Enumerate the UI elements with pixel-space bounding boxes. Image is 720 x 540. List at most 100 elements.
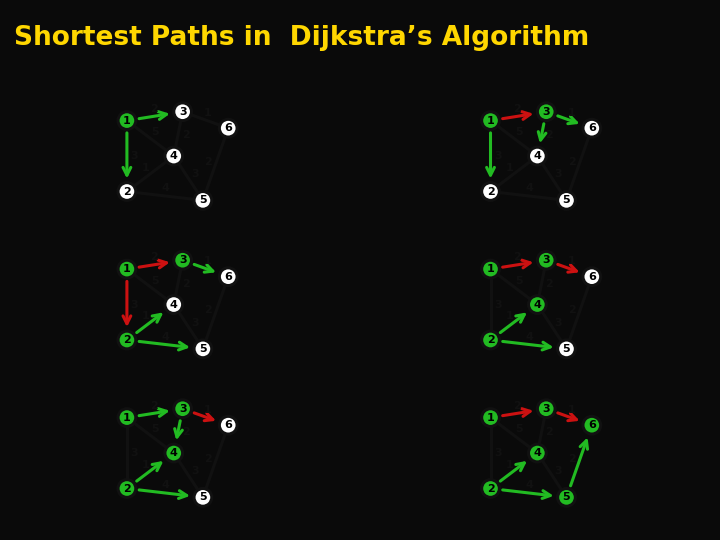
Text: 2: 2 (545, 279, 553, 289)
Text: 1: 1 (123, 116, 131, 126)
Text: 4: 4 (534, 300, 541, 309)
Text: 1: 1 (487, 413, 495, 423)
Text: 3: 3 (131, 300, 138, 309)
Text: 3: 3 (131, 151, 138, 161)
Text: 4: 4 (534, 448, 541, 458)
Text: 1: 1 (568, 405, 575, 415)
Text: 3: 3 (191, 169, 199, 179)
Circle shape (528, 147, 546, 165)
Circle shape (174, 103, 192, 120)
Text: 2: 2 (150, 252, 158, 262)
Text: 2: 2 (204, 305, 212, 315)
Circle shape (482, 183, 500, 200)
Text: 1: 1 (142, 460, 150, 470)
Text: 1: 1 (204, 256, 212, 266)
Circle shape (537, 400, 555, 417)
Text: 1: 1 (123, 413, 131, 423)
Text: 5: 5 (515, 276, 522, 286)
Text: 2: 2 (487, 186, 495, 197)
Text: Shortest Paths in  Dijkstra’s Algorithm: Shortest Paths in Dijkstra’s Algorithm (14, 25, 590, 51)
Text: 2: 2 (123, 186, 131, 197)
Text: 1: 1 (505, 460, 513, 470)
Text: 5: 5 (563, 492, 570, 502)
Text: 6: 6 (588, 123, 595, 133)
Text: 5: 5 (563, 195, 570, 205)
Text: 5: 5 (199, 492, 207, 502)
Circle shape (118, 260, 136, 278)
Text: 3: 3 (179, 404, 186, 414)
Text: 1: 1 (487, 264, 495, 274)
Text: 5: 5 (151, 424, 158, 434)
Text: 5: 5 (151, 127, 158, 137)
Text: 4: 4 (162, 481, 170, 490)
Text: 2: 2 (545, 427, 553, 437)
Text: 3: 3 (542, 404, 550, 414)
Circle shape (194, 192, 212, 209)
Text: 6: 6 (588, 272, 595, 282)
Circle shape (537, 103, 555, 120)
Circle shape (583, 268, 600, 286)
Text: 4: 4 (526, 481, 534, 490)
Text: 4: 4 (534, 151, 541, 161)
Circle shape (583, 416, 600, 434)
Circle shape (482, 331, 500, 349)
Circle shape (482, 260, 500, 278)
Text: 2: 2 (513, 401, 521, 410)
Text: 2: 2 (123, 335, 131, 345)
Text: 3: 3 (554, 466, 562, 476)
Text: 4: 4 (162, 332, 170, 342)
Text: 3: 3 (191, 466, 199, 476)
Text: 1: 1 (142, 311, 150, 321)
Text: 3: 3 (495, 448, 502, 458)
Circle shape (537, 251, 555, 269)
Text: 1: 1 (123, 264, 131, 274)
Text: 3: 3 (542, 107, 550, 117)
Circle shape (174, 400, 192, 417)
Text: 1: 1 (142, 163, 150, 173)
Text: 2: 2 (150, 104, 158, 113)
Text: 3: 3 (179, 107, 186, 117)
Circle shape (583, 119, 600, 137)
Text: 2: 2 (487, 483, 495, 494)
Circle shape (118, 112, 136, 130)
Circle shape (165, 296, 183, 313)
Circle shape (174, 251, 192, 269)
Circle shape (165, 444, 183, 462)
Text: 2: 2 (568, 305, 576, 315)
Text: 2: 2 (513, 104, 521, 113)
Text: 5: 5 (515, 424, 522, 434)
Circle shape (118, 331, 136, 349)
Text: 4: 4 (526, 332, 534, 342)
Text: 2: 2 (204, 157, 212, 167)
Text: 2: 2 (181, 279, 189, 289)
Circle shape (528, 296, 546, 313)
Circle shape (482, 409, 500, 427)
Text: 2: 2 (513, 252, 521, 262)
Text: 1: 1 (568, 108, 575, 118)
Text: 4: 4 (170, 151, 178, 161)
Text: 1: 1 (568, 256, 575, 266)
Circle shape (165, 147, 183, 165)
Circle shape (557, 192, 575, 209)
Circle shape (528, 444, 546, 462)
Text: 2: 2 (181, 427, 189, 437)
Text: 4: 4 (170, 448, 178, 458)
Text: 2: 2 (204, 454, 212, 464)
Text: 4: 4 (526, 184, 534, 193)
Circle shape (220, 268, 237, 286)
Text: 3: 3 (131, 448, 138, 458)
Text: 2: 2 (487, 335, 495, 345)
Circle shape (118, 183, 136, 200)
Circle shape (557, 340, 575, 357)
Circle shape (194, 340, 212, 357)
Circle shape (557, 489, 575, 506)
Text: 1: 1 (204, 405, 212, 415)
Circle shape (118, 409, 136, 427)
Text: 6: 6 (225, 123, 232, 133)
Text: 6: 6 (225, 420, 232, 430)
Circle shape (194, 489, 212, 506)
Text: 2: 2 (568, 157, 576, 167)
Circle shape (220, 416, 237, 434)
Text: 3: 3 (179, 255, 186, 265)
Text: 2: 2 (545, 130, 553, 140)
